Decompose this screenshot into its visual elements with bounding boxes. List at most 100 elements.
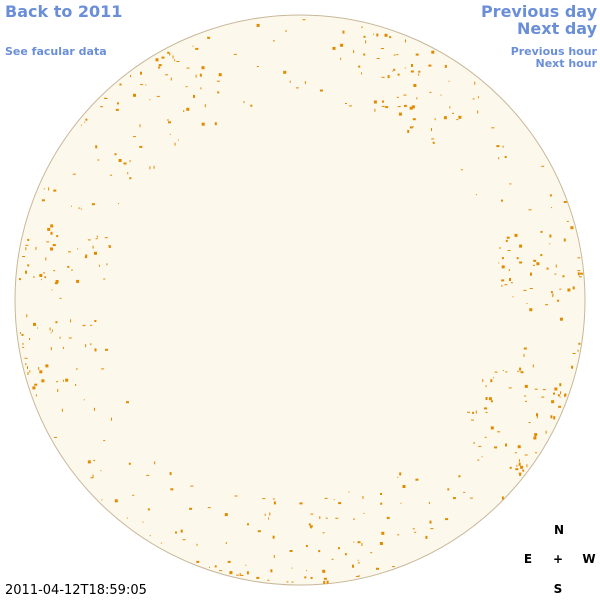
facula <box>534 434 536 438</box>
facula <box>84 256 87 259</box>
facula <box>160 542 162 544</box>
facula <box>458 115 462 119</box>
facula <box>412 528 415 530</box>
facula <box>429 520 432 524</box>
facula <box>33 276 35 278</box>
facula <box>514 233 518 237</box>
facula <box>286 581 289 583</box>
facula <box>482 379 484 383</box>
facula <box>169 133 171 135</box>
facula <box>72 173 76 175</box>
facula <box>273 555 275 558</box>
facula <box>546 267 549 270</box>
facula <box>104 98 108 99</box>
facula <box>452 497 456 500</box>
facula <box>43 188 45 190</box>
facula <box>332 46 336 50</box>
facula <box>554 273 557 275</box>
facula <box>345 103 347 104</box>
facula <box>431 50 435 54</box>
facula <box>322 569 326 573</box>
facula <box>558 405 562 408</box>
facula <box>361 26 363 29</box>
facula <box>552 293 554 296</box>
facula <box>224 513 228 517</box>
facula <box>430 528 434 530</box>
facula <box>549 234 552 238</box>
facula <box>398 112 402 116</box>
facula <box>509 183 512 185</box>
facula <box>53 270 56 272</box>
next-hour-link[interactable]: Next hour <box>535 57 598 70</box>
facula <box>76 279 80 283</box>
facula <box>397 534 400 536</box>
facula <box>519 472 522 476</box>
facular-link[interactable]: See facular data <box>5 45 107 58</box>
facula <box>245 564 247 566</box>
facula <box>262 498 266 500</box>
facula <box>444 64 447 68</box>
facula <box>475 410 477 414</box>
facula <box>540 254 543 257</box>
facula <box>61 408 63 412</box>
facula <box>440 94 442 96</box>
facula <box>396 54 399 56</box>
facula <box>361 72 362 75</box>
back-link[interactable]: Back to 2011 <box>5 2 123 21</box>
previous-hour-link[interactable]: Previous hour <box>510 45 597 58</box>
facula <box>551 207 553 209</box>
facula <box>201 122 205 126</box>
facula <box>114 499 118 503</box>
facula <box>578 342 581 345</box>
facula <box>132 494 135 496</box>
previous-day-link[interactable]: Previous day <box>480 2 597 21</box>
facula <box>382 100 384 103</box>
facula <box>510 282 513 284</box>
facula <box>506 236 510 239</box>
facula <box>42 272 45 274</box>
facula <box>196 560 200 563</box>
facula <box>524 395 527 397</box>
facula <box>353 50 355 54</box>
facula <box>471 419 474 421</box>
facula <box>229 571 233 575</box>
facula <box>62 379 64 382</box>
facula <box>563 201 567 203</box>
facula <box>100 106 104 108</box>
facula <box>494 446 498 449</box>
facula <box>405 39 406 43</box>
facula <box>505 371 508 373</box>
facula <box>190 485 194 487</box>
facula <box>117 102 119 105</box>
facula <box>518 462 521 466</box>
facula <box>56 235 59 238</box>
facula <box>295 87 299 89</box>
facula <box>291 581 294 583</box>
facula <box>564 394 566 398</box>
facula <box>534 433 538 437</box>
facula <box>456 119 459 121</box>
next-day-link[interactable]: Next day <box>517 19 597 38</box>
facula <box>376 33 379 37</box>
facula <box>85 118 88 121</box>
facula <box>374 108 376 112</box>
facula <box>432 141 435 144</box>
facula <box>68 251 71 253</box>
facula <box>67 265 70 268</box>
facula <box>80 208 82 210</box>
facula <box>146 474 150 476</box>
facula <box>572 353 576 354</box>
facula <box>517 445 521 449</box>
facula <box>103 440 106 442</box>
facula <box>520 371 524 374</box>
facula <box>257 530 261 533</box>
facula <box>186 67 190 69</box>
facula <box>168 121 171 124</box>
facula <box>240 574 244 576</box>
facula <box>322 532 325 534</box>
facula <box>94 251 97 255</box>
facula <box>431 128 432 132</box>
facula <box>26 314 28 318</box>
facula <box>199 73 202 77</box>
